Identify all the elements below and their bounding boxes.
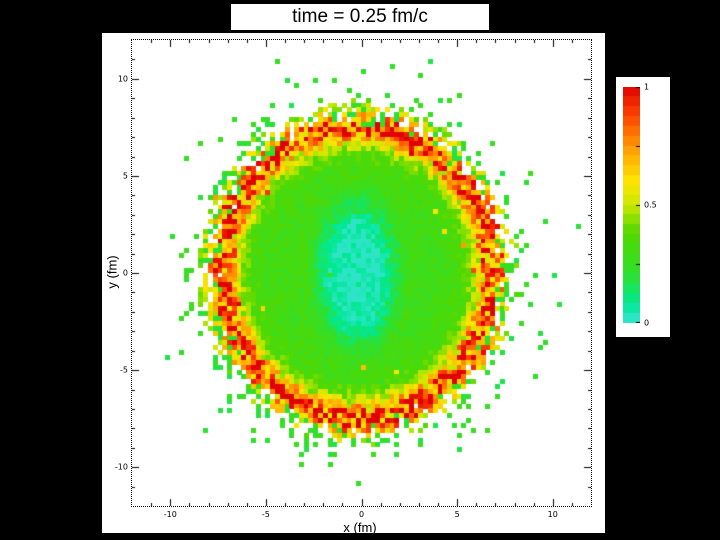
x-axis-label: x (fm) <box>343 520 377 535</box>
y-tick-label: 5 <box>122 171 128 181</box>
y-tick-label: 10 <box>117 74 128 84</box>
colorbar-tick-label: 1 <box>644 82 650 92</box>
x-tick-label: 5 <box>454 510 460 519</box>
colorbar-tick-label: 0.5 <box>644 200 657 210</box>
colorbar-figure: 1 0.5 0 <box>616 77 670 337</box>
plot-panel <box>131 39 592 507</box>
colorbar-tick-label: 0 <box>644 318 650 328</box>
y-tick-label: 0 <box>122 268 128 278</box>
y-axis-label: y (fm) <box>104 255 120 289</box>
plot-figure: y (fm) x (fm) -10 -5 0 5 10 -10 -5 0 5 10 <box>102 33 605 535</box>
title-box: time = 0.25 fm/c <box>231 4 489 30</box>
heatmap-canvas <box>132 40 591 506</box>
x-tick-label: -10 <box>163 510 177 519</box>
x-tick-label: 0 <box>358 510 365 519</box>
chart-title: time = 0.25 fm/c <box>292 6 428 27</box>
y-tick-label: -10 <box>114 462 128 472</box>
x-tick-label: 10 <box>547 510 558 519</box>
colorbar-canvas <box>623 87 640 323</box>
x-tick-label: -5 <box>261 510 270 519</box>
y-tick-label: -5 <box>120 365 128 375</box>
